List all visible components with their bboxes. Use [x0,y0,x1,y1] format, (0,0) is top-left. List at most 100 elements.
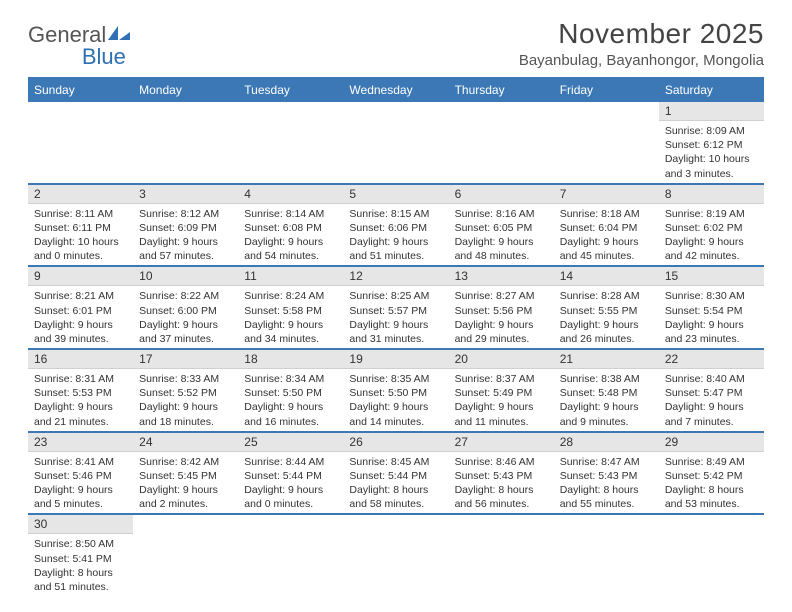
day-number: 15 [659,267,764,286]
day-header: Thursday [449,78,554,102]
calendar-day: 19Sunrise: 8:35 AMSunset: 5:50 PMDayligh… [343,349,448,432]
calendar-day: 28Sunrise: 8:47 AMSunset: 5:43 PMDayligh… [554,432,659,515]
calendar-day: 18Sunrise: 8:34 AMSunset: 5:50 PMDayligh… [238,349,343,432]
day-details: Sunrise: 8:38 AMSunset: 5:48 PMDaylight:… [554,369,659,431]
day-number: 20 [449,350,554,369]
calendar-week: 16Sunrise: 8:31 AMSunset: 5:53 PMDayligh… [28,349,764,432]
calendar-day-empty [238,102,343,184]
day-number: 24 [133,433,238,452]
day-number: 16 [28,350,133,369]
day-details: Sunrise: 8:47 AMSunset: 5:43 PMDaylight:… [554,452,659,514]
day-details: Sunrise: 8:25 AMSunset: 5:57 PMDaylight:… [343,286,448,348]
calendar-day: 13Sunrise: 8:27 AMSunset: 5:56 PMDayligh… [449,266,554,349]
day-header: Monday [133,78,238,102]
day-details: Sunrise: 8:22 AMSunset: 6:00 PMDaylight:… [133,286,238,348]
calendar-table: SundayMondayTuesdayWednesdayThursdayFrid… [28,77,764,596]
calendar-day: 1Sunrise: 8:09 AMSunset: 6:12 PMDaylight… [659,102,764,184]
day-details: Sunrise: 8:34 AMSunset: 5:50 PMDaylight:… [238,369,343,431]
calendar-day: 3Sunrise: 8:12 AMSunset: 6:09 PMDaylight… [133,184,238,267]
calendar-week: 2Sunrise: 8:11 AMSunset: 6:11 PMDaylight… [28,184,764,267]
day-number: 6 [449,185,554,204]
day-header: Sunday [28,78,133,102]
calendar-page: General GeneBlue November 2025 Bayanbula… [0,0,792,596]
day-details: Sunrise: 8:37 AMSunset: 5:49 PMDaylight:… [449,369,554,431]
calendar-day: 8Sunrise: 8:19 AMSunset: 6:02 PMDaylight… [659,184,764,267]
calendar-day: 26Sunrise: 8:45 AMSunset: 5:44 PMDayligh… [343,432,448,515]
day-number: 19 [343,350,448,369]
calendar-head: SundayMondayTuesdayWednesdayThursdayFrid… [28,78,764,102]
calendar-day: 30Sunrise: 8:50 AMSunset: 5:41 PMDayligh… [28,514,133,596]
day-details: Sunrise: 8:19 AMSunset: 6:02 PMDaylight:… [659,204,764,266]
day-number: 5 [343,185,448,204]
day-number: 23 [28,433,133,452]
day-details: Sunrise: 8:09 AMSunset: 6:12 PMDaylight:… [659,121,764,183]
calendar-week: 1Sunrise: 8:09 AMSunset: 6:12 PMDaylight… [28,102,764,184]
day-number: 30 [28,515,133,534]
day-details: Sunrise: 8:50 AMSunset: 5:41 PMDaylight:… [28,534,133,596]
calendar-day-empty [343,514,448,596]
day-number: 18 [238,350,343,369]
calendar-day: 23Sunrise: 8:41 AMSunset: 5:46 PMDayligh… [28,432,133,515]
day-details: Sunrise: 8:24 AMSunset: 5:58 PMDaylight:… [238,286,343,348]
calendar-day: 16Sunrise: 8:31 AMSunset: 5:53 PMDayligh… [28,349,133,432]
day-number: 29 [659,433,764,452]
day-number: 26 [343,433,448,452]
calendar-day: 27Sunrise: 8:46 AMSunset: 5:43 PMDayligh… [449,432,554,515]
logo-word-2: Blue [82,44,126,69]
day-number: 14 [554,267,659,286]
calendar-body: 1Sunrise: 8:09 AMSunset: 6:12 PMDaylight… [28,102,764,597]
calendar-day-empty [449,102,554,184]
day-details: Sunrise: 8:18 AMSunset: 6:04 PMDaylight:… [554,204,659,266]
day-number: 10 [133,267,238,286]
day-number: 7 [554,185,659,204]
day-header: Wednesday [343,78,448,102]
calendar-day-empty [449,514,554,596]
day-details: Sunrise: 8:11 AMSunset: 6:11 PMDaylight:… [28,204,133,266]
day-details: Sunrise: 8:16 AMSunset: 6:05 PMDaylight:… [449,204,554,266]
calendar-day: 9Sunrise: 8:21 AMSunset: 6:01 PMDaylight… [28,266,133,349]
day-details: Sunrise: 8:14 AMSunset: 6:08 PMDaylight:… [238,204,343,266]
day-number: 25 [238,433,343,452]
calendar-day-empty [554,102,659,184]
day-details: Sunrise: 8:45 AMSunset: 5:44 PMDaylight:… [343,452,448,514]
calendar-day: 4Sunrise: 8:14 AMSunset: 6:08 PMDaylight… [238,184,343,267]
day-number: 2 [28,185,133,204]
calendar-day-empty [238,514,343,596]
day-details: Sunrise: 8:44 AMSunset: 5:44 PMDaylight:… [238,452,343,514]
day-number: 1 [659,102,764,121]
day-number: 11 [238,267,343,286]
day-details: Sunrise: 8:28 AMSunset: 5:55 PMDaylight:… [554,286,659,348]
day-number: 8 [659,185,764,204]
calendar-week: 23Sunrise: 8:41 AMSunset: 5:46 PMDayligh… [28,432,764,515]
day-details: Sunrise: 8:40 AMSunset: 5:47 PMDaylight:… [659,369,764,431]
calendar-day: 7Sunrise: 8:18 AMSunset: 6:04 PMDaylight… [554,184,659,267]
day-details: Sunrise: 8:31 AMSunset: 5:53 PMDaylight:… [28,369,133,431]
day-number: 28 [554,433,659,452]
day-number: 4 [238,185,343,204]
day-header: Tuesday [238,78,343,102]
day-details: Sunrise: 8:49 AMSunset: 5:42 PMDaylight:… [659,452,764,514]
month-title: November 2025 [519,18,764,50]
day-header: Saturday [659,78,764,102]
calendar-day: 2Sunrise: 8:11 AMSunset: 6:11 PMDaylight… [28,184,133,267]
day-details: Sunrise: 8:21 AMSunset: 6:01 PMDaylight:… [28,286,133,348]
day-number: 13 [449,267,554,286]
page-header: General GeneBlue November 2025 Bayanbula… [28,18,764,69]
title-block: November 2025 Bayanbulag, Bayanhongor, M… [519,18,764,69]
day-details: Sunrise: 8:46 AMSunset: 5:43 PMDaylight:… [449,452,554,514]
calendar-day-empty [343,102,448,184]
day-header-row: SundayMondayTuesdayWednesdayThursdayFrid… [28,78,764,102]
calendar-day-empty [133,514,238,596]
location-subtitle: Bayanbulag, Bayanhongor, Mongolia [519,52,764,69]
calendar-day: 5Sunrise: 8:15 AMSunset: 6:06 PMDaylight… [343,184,448,267]
logo-text: General GeneBlue [28,24,132,68]
day-details: Sunrise: 8:27 AMSunset: 5:56 PMDaylight:… [449,286,554,348]
calendar-day: 6Sunrise: 8:16 AMSunset: 6:05 PMDaylight… [449,184,554,267]
day-number: 21 [554,350,659,369]
calendar-day: 12Sunrise: 8:25 AMSunset: 5:57 PMDayligh… [343,266,448,349]
day-details: Sunrise: 8:30 AMSunset: 5:54 PMDaylight:… [659,286,764,348]
day-number: 3 [133,185,238,204]
calendar-day: 22Sunrise: 8:40 AMSunset: 5:47 PMDayligh… [659,349,764,432]
calendar-day: 24Sunrise: 8:42 AMSunset: 5:45 PMDayligh… [133,432,238,515]
calendar-day: 25Sunrise: 8:44 AMSunset: 5:44 PMDayligh… [238,432,343,515]
